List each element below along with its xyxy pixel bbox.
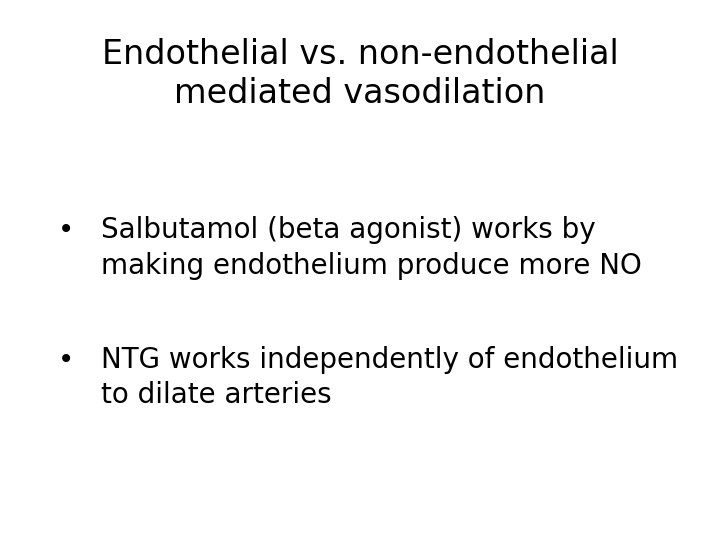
Text: •: • <box>58 216 74 244</box>
Text: NTG works independently of endothelium
to dilate arteries: NTG works independently of endothelium t… <box>101 346 678 409</box>
Text: •: • <box>58 346 74 374</box>
Text: Endothelial vs. non-endothelial
mediated vasodilation: Endothelial vs. non-endothelial mediated… <box>102 38 618 110</box>
Text: Salbutamol (beta agonist) works by
making endothelium produce more NO: Salbutamol (beta agonist) works by makin… <box>101 216 642 280</box>
